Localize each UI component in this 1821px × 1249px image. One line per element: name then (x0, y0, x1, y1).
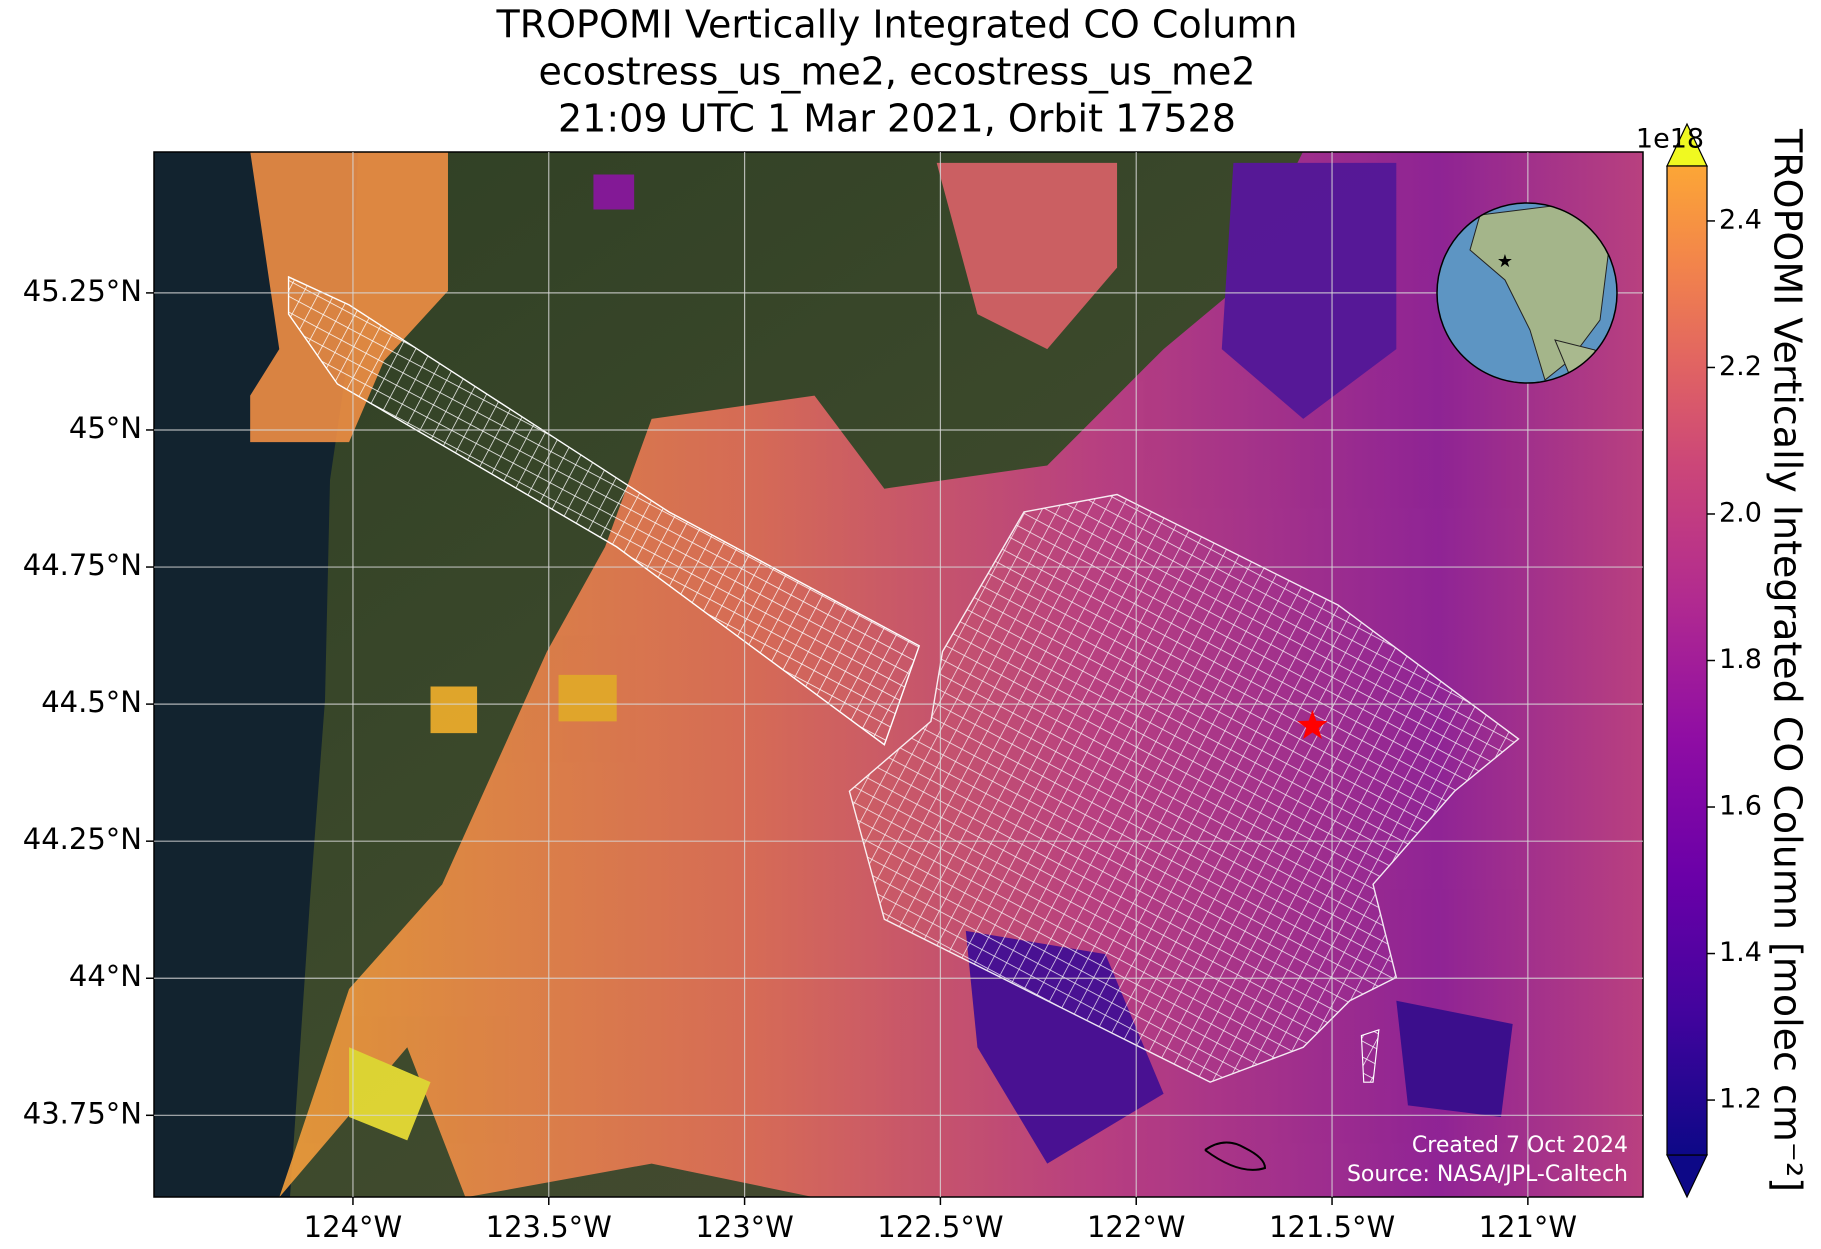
colorbar-gradient (1666, 165, 1708, 1156)
x-tick-label: 121°W (1479, 1210, 1578, 1244)
colorbar-exponent: 1e18 (1636, 124, 1704, 155)
graticule (154, 152, 1643, 1197)
colorbar-tick-label: 1.6 (1719, 791, 1762, 822)
colorbar-tick-label: 2.0 (1719, 497, 1762, 528)
title-line: 21:09 UTC 1 Mar 2021, Orbit 17528 (558, 97, 1236, 141)
x-tick-label: 121.5°W (1269, 1210, 1395, 1244)
colorbar-tick-label: 2.4 (1719, 204, 1762, 235)
colorbar: 1.2 1.4 1.6 1.8 2.0 2.2 2.4 1e18 TROPOMI Vertica… (1636, 122, 1810, 1199)
colorbar-tick-label: 1.4 (1719, 937, 1762, 968)
colorbar-tick-label: 1.2 (1719, 1084, 1762, 1115)
colorbar-extend-bottom (1666, 1154, 1708, 1199)
ecostress-swaths (287, 275, 1520, 1083)
colorbar-tick-label: 2.2 (1719, 351, 1762, 382)
y-tick-label: 44°N (69, 959, 142, 993)
y-tick-label: 44.75°N (23, 548, 142, 582)
title-line: TROPOMI Vertically Integrated CO Column (496, 3, 1298, 47)
colorbar-label: TROPOMI Vertically Integrated CO Column … (1766, 128, 1810, 1192)
x-tick-label: 123.5°W (486, 1210, 612, 1244)
colorbar-tick-label: 1.8 (1719, 644, 1762, 675)
title-line: ecostress_us_me2, ecostress_us_me2 (538, 50, 1255, 94)
annotation: Created 7 Oct 2024 (1412, 1133, 1628, 1158)
y-tick-label: 44.5°N (41, 685, 142, 719)
locator-globe (1436, 202, 1618, 384)
basemap (154, 152, 1643, 1197)
x-tick-label: 124°W (304, 1210, 403, 1244)
site-marker (1297, 710, 1328, 739)
x-tick-label: 123°W (695, 1210, 794, 1244)
y-tick-label: 44.25°N (23, 822, 142, 856)
annotation: Source: NASA/JPL-Caltech (1347, 1162, 1628, 1187)
plot-frame (153, 151, 1644, 1198)
x-tick-label: 122.5°W (877, 1210, 1003, 1244)
y-tick-label: 45°N (69, 411, 142, 445)
globe-marker: ★ (1497, 251, 1513, 272)
y-tick-label: 45.25°N (23, 274, 142, 308)
x-tick-label: 122°W (1087, 1210, 1186, 1244)
y-tick-label: 43.75°N (23, 1096, 142, 1130)
lake-outline (1204, 1141, 1267, 1171)
